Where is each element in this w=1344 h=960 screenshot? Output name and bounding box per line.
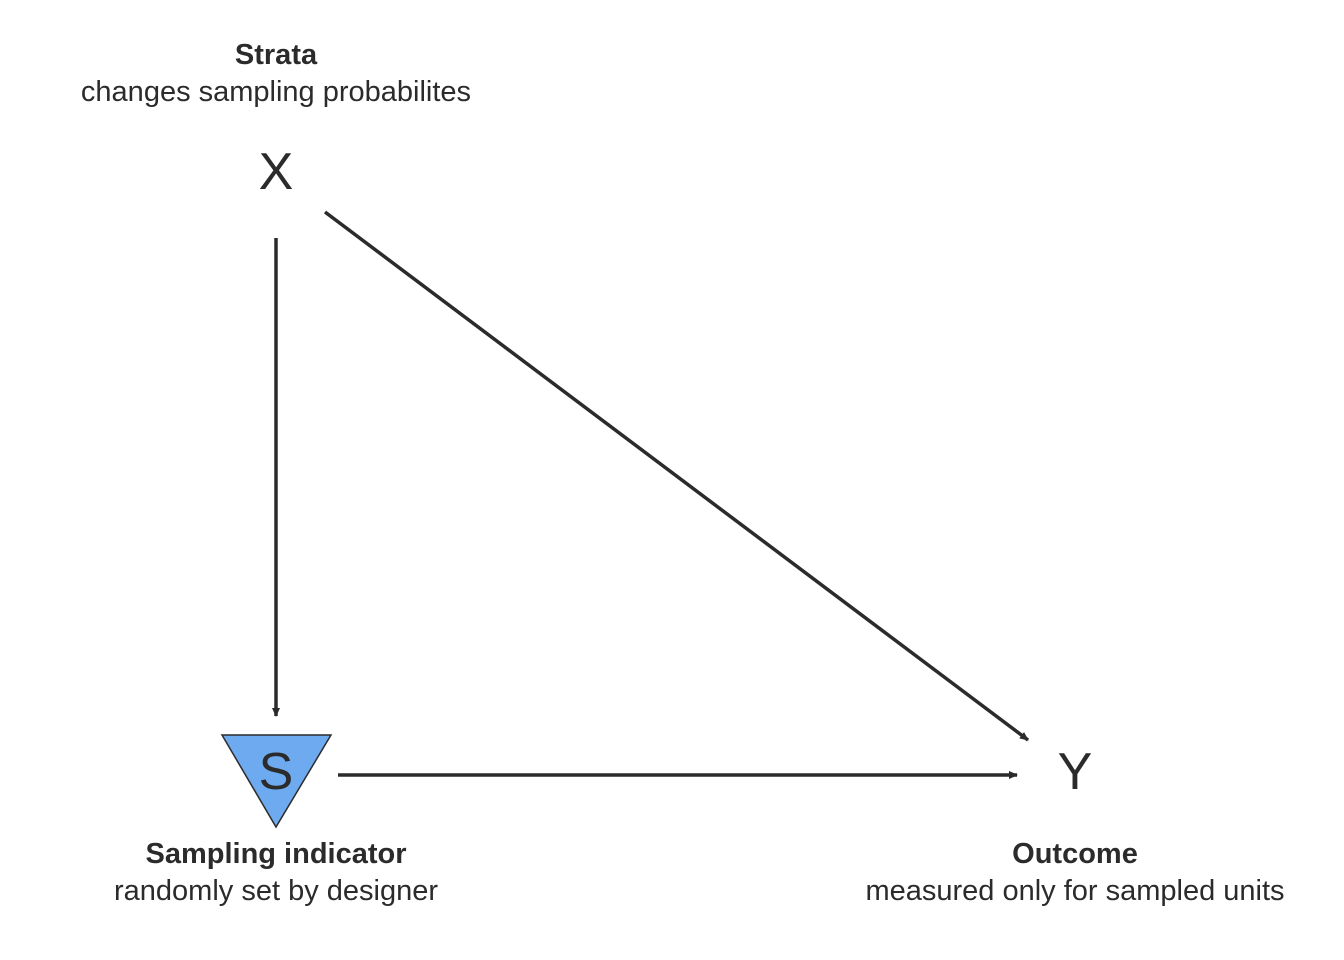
node-s-letter: S [258,743,294,801]
node-x-title: Strata [234,39,318,71]
node-y-letter: Y [1057,743,1093,801]
node-s-subtitle: randomly set by designer [114,875,438,907]
node-s-triangle [220,734,333,829]
node-x-letter: X [258,143,294,201]
node-s-caption: Sampling indicator randomly set by desig… [114,836,438,910]
node-x-caption: Strata changes sampling probabilites [81,37,471,111]
node-y-title: Outcome [1012,838,1138,870]
edge-x-to-y [323,210,1030,742]
node-y-caption: Outcome measured only for sampled units [865,836,1284,910]
node-s-title: Sampling indicator [145,838,407,870]
node-y-subtitle: measured only for sampled units [865,875,1285,907]
node-x-subtitle: changes sampling probabilites [80,76,472,108]
